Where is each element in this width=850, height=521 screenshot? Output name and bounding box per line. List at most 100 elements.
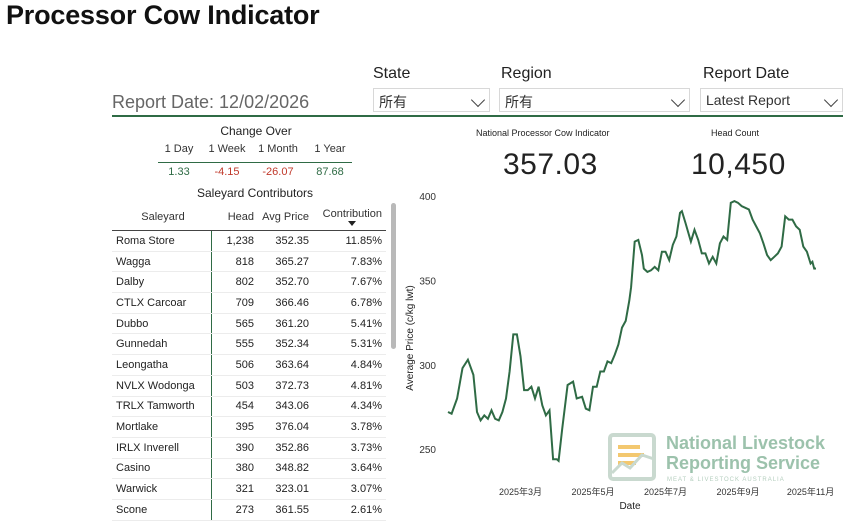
page-title: Processor Cow Indicator xyxy=(6,0,320,30)
x-tick-label: 2025年3月 xyxy=(499,486,542,497)
contribution-cell: 3.07% xyxy=(321,478,386,500)
x-tick-label: 2025年7月 xyxy=(644,486,687,497)
series-line xyxy=(447,199,817,463)
head-cell: 380 xyxy=(210,458,260,480)
change-over-value: 1.33 xyxy=(168,166,190,178)
y-tick-label: 350 xyxy=(419,276,436,287)
x-tick-label: 2025年9月 xyxy=(717,486,760,497)
head-cell: 1,238 xyxy=(210,230,260,252)
y-axis: 250 300 350 400 xyxy=(419,192,436,456)
contribution-cell: 6.78% xyxy=(321,292,386,314)
x-tick-label: 2025年11月 xyxy=(787,486,834,497)
col-header-contribution[interactable]: Contribution xyxy=(321,204,386,231)
logo-line3: MEAT & LIVESTOCK AUSTRALIA xyxy=(667,477,785,483)
avg-price-cell: 366.46 xyxy=(260,292,321,314)
col-header-contribution-label: Contribution xyxy=(322,208,382,220)
table-row[interactable]: Leongatha 506 363.64 4.84% xyxy=(112,354,386,376)
contribution-cell: 3.73% xyxy=(321,437,386,459)
chevron-down-icon xyxy=(823,92,839,108)
table-scrollbar[interactable] xyxy=(391,203,396,349)
saleyard-cell: CTLX Carcoar xyxy=(112,292,211,314)
table-row[interactable]: Warwick 321 323.01 3.07% xyxy=(112,478,386,500)
avg-price-cell: 352.35 xyxy=(260,230,321,252)
avg-price-cell: 363.64 xyxy=(260,354,321,376)
x-axis-label: Date xyxy=(619,501,641,512)
saleyard-table: Saleyard Head Avg Price Contribution Rom… xyxy=(112,204,386,521)
contribution-cell: 4.81% xyxy=(321,375,386,397)
nlrs-logo: National Livestock Reporting Service MEA… xyxy=(608,433,826,483)
table-row[interactable]: Wagga 818 365.27 7.83% xyxy=(112,251,386,273)
avg-price-cell: 365.27 xyxy=(260,251,321,273)
y-tick-label: 400 xyxy=(419,192,436,203)
contribution-cell: 5.31% xyxy=(321,333,386,356)
head-cell: 395 xyxy=(210,416,260,438)
change-over-title: Change Over xyxy=(220,124,292,138)
col-header-saleyard[interactable]: Saleyard xyxy=(141,211,185,223)
price-line-chart: National Livestock Reporting Service MEA… xyxy=(405,192,834,512)
y-axis-label: Average Price (c/kg lwt) xyxy=(405,285,416,390)
head-count-label: Head Count xyxy=(711,128,760,138)
head-cell: 454 xyxy=(210,396,260,418)
change-over-header: 1 Day xyxy=(164,143,194,155)
contribution-cell: 4.84% xyxy=(321,354,386,376)
region-dropdown[interactable]: 所有 xyxy=(499,88,690,112)
table-row[interactable]: Casino 380 348.82 3.64% xyxy=(112,458,386,480)
table-row[interactable]: NVLX Wodonga 503 372.73 4.81% xyxy=(112,375,386,397)
y-tick-label: 250 xyxy=(419,445,436,456)
col-header-avg-price[interactable]: Avg Price xyxy=(262,211,309,223)
nlrs-logo-icon xyxy=(608,433,656,481)
header-divider xyxy=(112,115,843,117)
col-header-head[interactable]: Head xyxy=(227,211,254,223)
table-row[interactable]: Gunnedah 555 352.34 5.31% xyxy=(112,333,386,356)
state-dropdown-value: 所有 xyxy=(379,94,407,110)
contribution-cell: 11.85% xyxy=(321,230,386,252)
head-cell: 709 xyxy=(210,292,260,314)
table-row[interactable]: Mortlake 395 376.04 3.78% xyxy=(112,416,386,438)
report-date-dropdown[interactable]: Latest Report xyxy=(700,88,843,112)
head-cell: 321 xyxy=(210,478,260,500)
saleyard-cell: Dalby xyxy=(112,271,211,294)
logo-line1: National Livestock xyxy=(666,433,826,453)
saleyard-cell: Warwick xyxy=(112,478,211,500)
state-dropdown[interactable]: 所有 xyxy=(373,88,490,112)
chevron-down-icon xyxy=(670,92,686,108)
indicator-value: 357.03 xyxy=(503,148,598,181)
saleyard-cell: IRLX Inverell xyxy=(112,437,211,459)
report-date-dropdown-value: Latest Report xyxy=(706,92,791,108)
table-row[interactable]: Roma Store 1,238 352.35 11.85% xyxy=(112,230,386,252)
head-cell: 818 xyxy=(210,251,260,273)
contribution-cell: 5.41% xyxy=(321,313,386,335)
chevron-down-icon xyxy=(470,92,486,108)
table-row[interactable]: Dubbo 565 361.20 5.41% xyxy=(112,313,386,335)
table-row[interactable]: CTLX Carcoar 709 366.46 6.78% xyxy=(112,292,386,314)
logo-line2: Reporting Service xyxy=(666,453,820,473)
change-over-header: 1 Month xyxy=(258,143,298,155)
change-over-divider xyxy=(158,162,352,163)
saleyard-cell: Scone xyxy=(112,499,211,521)
saleyard-cell: Gunnedah xyxy=(112,333,211,356)
avg-price-cell: 343.06 xyxy=(260,396,321,418)
table-row[interactable]: Scone 273 361.55 2.61% xyxy=(112,499,386,521)
head-cell: 506 xyxy=(210,354,260,376)
saleyard-cell: Roma Store xyxy=(112,230,211,252)
change-over-header: 1 Year xyxy=(314,143,346,155)
avg-price-cell: 352.34 xyxy=(260,333,321,356)
saleyard-cell: Wagga xyxy=(112,251,211,273)
report-date-text: Report Date: 12/02/2026 xyxy=(112,92,310,112)
x-axis: 2025年3月2025年5月2025年7月2025年9月2025年11月2026… xyxy=(499,486,834,497)
contribution-cell: 7.83% xyxy=(321,251,386,273)
indicator-label: National Processor Cow Indicator xyxy=(476,128,610,138)
x-tick-label: 2025年5月 xyxy=(572,486,615,497)
table-row[interactable]: Dalby 802 352.70 7.67% xyxy=(112,271,386,294)
table-row[interactable]: TRLX Tamworth 454 343.06 4.34% xyxy=(112,396,386,418)
region-filter-label: Region xyxy=(501,65,552,82)
change-over-value: -4.15 xyxy=(214,166,240,178)
saleyard-cell: Mortlake xyxy=(112,416,211,438)
region-dropdown-value: 所有 xyxy=(505,94,533,110)
avg-price-cell: 361.55 xyxy=(260,499,321,521)
avg-price-cell: 376.04 xyxy=(260,416,321,438)
table-row[interactable]: IRLX Inverell 390 352.86 3.73% xyxy=(112,437,386,459)
avg-price-cell: 372.73 xyxy=(260,375,321,397)
avg-price-cell: 352.86 xyxy=(260,437,321,459)
head-cell: 503 xyxy=(210,375,260,397)
